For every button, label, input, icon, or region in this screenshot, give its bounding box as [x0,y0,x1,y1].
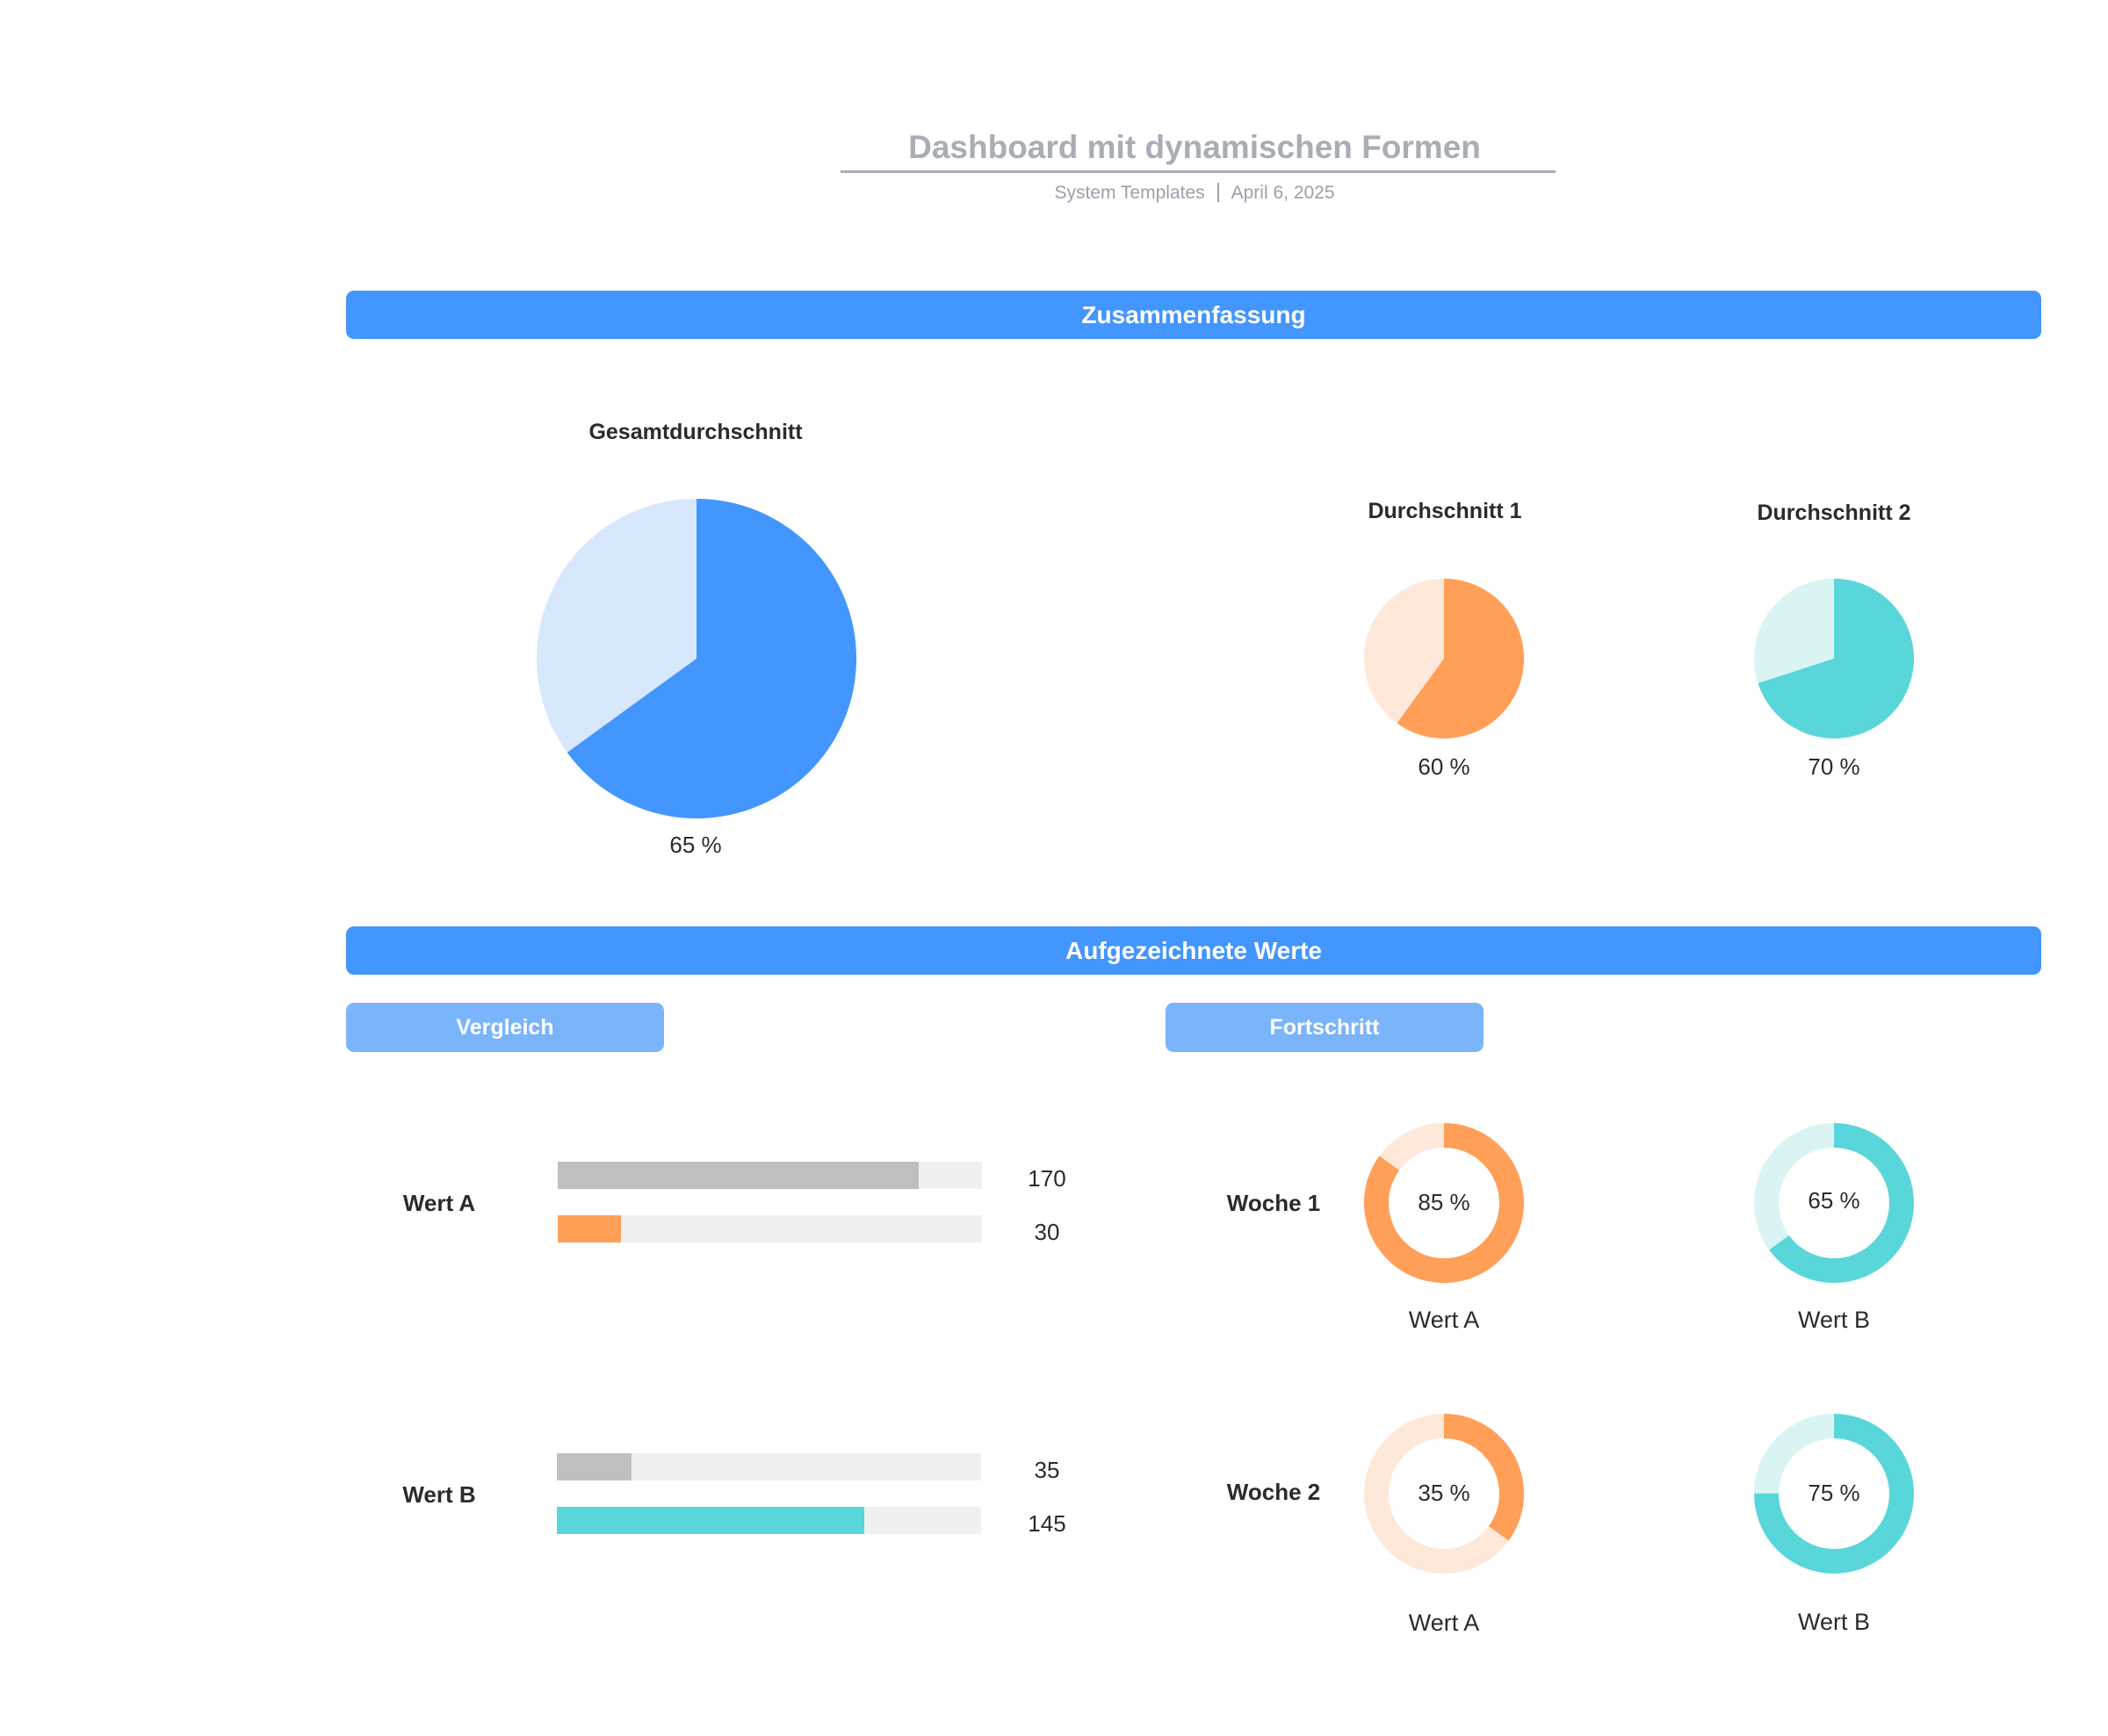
comparison-bar [558,1162,919,1189]
progress-donut-week1-b [1754,1123,1914,1283]
progress-donut-week2-b [1754,1414,1914,1574]
progress-donut-caption: Wert B [1797,1609,1870,1635]
average-1-value-slice [1397,579,1524,738]
progress-donut-value: 85 % [1418,1189,1470,1215]
comparison-bar-track [558,1215,982,1243]
average-1-pie [1364,579,1524,738]
progress-donut-caption: Wert A [1408,1307,1480,1333]
donut-progress-arc [1364,1414,1524,1574]
progress-donut-value: 75 % [1808,1480,1860,1506]
comparison-bar [557,1507,865,1534]
page-title: Dashboard mit dynamischen Formen [908,129,1481,165]
progress-donut-value: 35 % [1418,1480,1470,1506]
comparison-bar [558,1215,622,1243]
progress-donut-value: 65 % [1808,1187,1860,1214]
donut-progress-arc [1754,1123,1914,1283]
comparison-bar-value: 35 [1034,1457,1060,1483]
comparison-bar-value: 30 [1034,1219,1060,1245]
title-underline [841,170,1556,173]
overall-average-pie [537,499,856,818]
page-subtitle: System Templates April 6, 2025 [834,179,1555,207]
progress-donut-caption: Wert A [1408,1610,1480,1636]
comparison-bar [557,1453,632,1480]
subsection-header-comparison: Vergleich [346,1003,664,1052]
comparison-group-label: Wert A [402,1190,476,1216]
comparison-group-label: Wert B [402,1481,476,1508]
progress-week-label: Woche 1 [1226,1190,1321,1216]
average-1-heading: Durchschnitt 1 [1368,499,1522,523]
date-label: April 6, 2025 [1231,183,1335,203]
overall-average-heading: Gesamtdurchschnitt [588,420,803,444]
comparison-bar-value: 170 [1028,1165,1066,1192]
average-2-value: 70 % [1808,753,1860,780]
donut-progress-arc [1754,1414,1914,1574]
subtitle-divider [1216,183,1219,202]
donut-progress-arc [1364,1123,1524,1283]
progress-donut-week2-a [1364,1414,1524,1574]
progress-donut-week1-a [1364,1123,1524,1283]
source-label: System Templates [1054,183,1205,203]
subsection-header-progress: Fortschritt [1166,1003,1484,1052]
comparison-bar-track [557,1453,981,1480]
average-2-pie [1754,579,1914,738]
average-2-value-slice [1758,579,1914,738]
progress-week-label: Woche 2 [1226,1479,1321,1505]
section-header-summary: Zusammenfassung [346,291,2041,339]
overall-average-value: 65 % [669,832,722,858]
comparison-bar-track [558,1162,982,1189]
comparison-bar-value: 145 [1028,1510,1066,1537]
average-1-value: 60 % [1418,753,1470,780]
overall-average-value-slice [567,499,856,818]
progress-donut-caption: Wert B [1797,1307,1870,1333]
section-header-recorded-values: Aufgezeichnete Werte [346,926,2041,975]
average-2-heading: Durchschnitt 2 [1757,501,1911,525]
comparison-bar-track [557,1507,981,1534]
